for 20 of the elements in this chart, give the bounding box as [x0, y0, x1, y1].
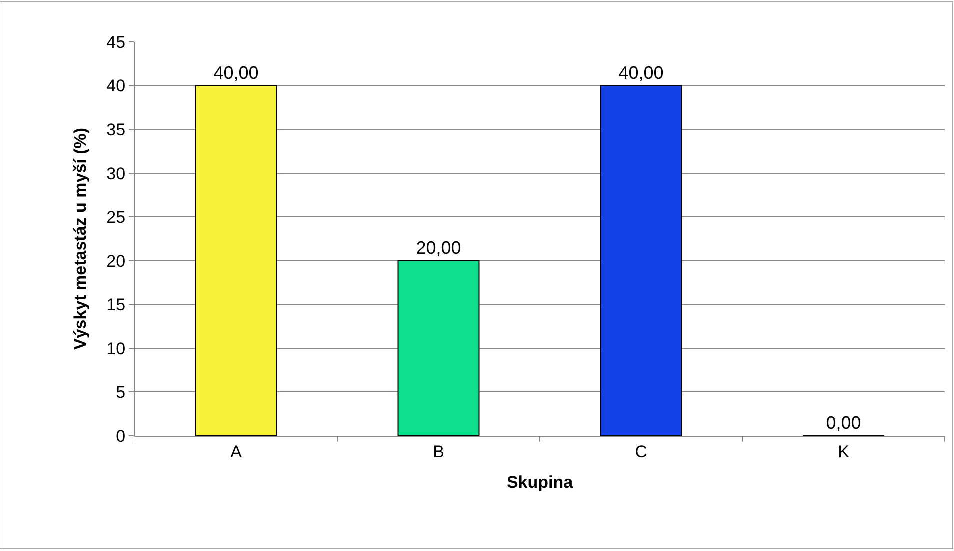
y-tick-label: 40 [106, 76, 126, 96]
x-tick-label: C [635, 442, 648, 462]
y-tick-label: 30 [106, 164, 126, 184]
x-axis-title: Skupina [506, 472, 574, 492]
y-tick-label: 10 [106, 339, 126, 358]
x-tick-label: K [838, 442, 850, 462]
y-tick-label: 15 [106, 296, 126, 315]
x-tick-label: A [230, 442, 243, 462]
data-label: 0,00 [826, 413, 862, 433]
x-tick-label: B [433, 442, 444, 462]
data-label: 40,00 [618, 62, 664, 83]
y-tick-label: 35 [106, 120, 126, 140]
y-tick-label: 20 [106, 252, 126, 271]
y-tick-label: 0 [116, 426, 126, 446]
y-tick-label: 5 [116, 383, 126, 402]
y-tick-label: 25 [106, 208, 126, 228]
data-label: 20,00 [416, 238, 462, 258]
data-label: 40,00 [214, 62, 259, 83]
y-tick-label: 45 [106, 32, 126, 52]
y-axis-title: Výskyt metastáz u myší (%) [71, 128, 90, 350]
